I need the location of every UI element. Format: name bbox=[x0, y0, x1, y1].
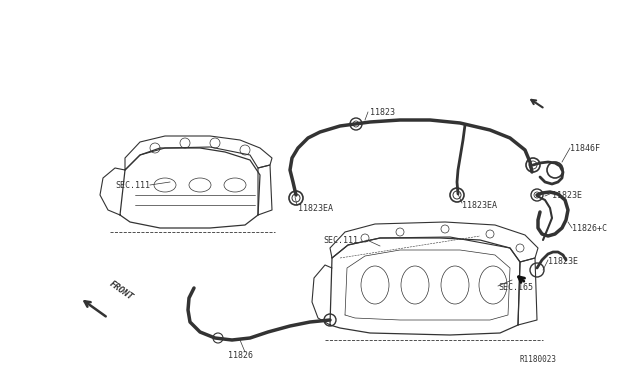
Text: R1180023: R1180023 bbox=[520, 356, 557, 365]
Text: SEC.111: SEC.111 bbox=[323, 235, 358, 244]
Text: SEC.111: SEC.111 bbox=[115, 180, 150, 189]
Text: 11826+C: 11826+C bbox=[572, 224, 607, 232]
Text: 11826: 11826 bbox=[228, 350, 253, 359]
Text: 11846F: 11846F bbox=[570, 144, 600, 153]
Text: 11823: 11823 bbox=[370, 108, 395, 116]
Text: 11823E: 11823E bbox=[552, 190, 582, 199]
Text: 11823E: 11823E bbox=[548, 257, 578, 266]
Text: 11823EA: 11823EA bbox=[298, 203, 333, 212]
Text: SEC.165: SEC.165 bbox=[498, 283, 533, 292]
Text: FRONT: FRONT bbox=[108, 279, 135, 302]
Text: 11823EA: 11823EA bbox=[462, 201, 497, 209]
